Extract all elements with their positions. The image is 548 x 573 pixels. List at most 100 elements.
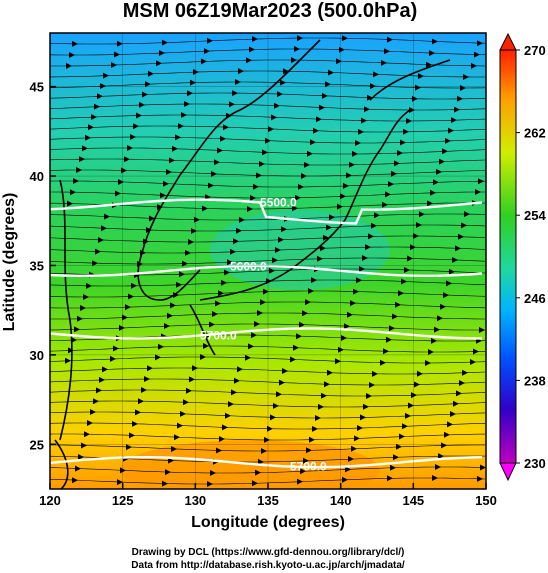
wind-arrow [164, 323, 170, 329]
credit-data: Data from http://database.rish.kyoto-u.a… [131, 560, 405, 571]
wind-arrow [454, 106, 460, 113]
wind-arrow [252, 480, 258, 487]
wind-arrow [433, 179, 439, 186]
wind-arrow [207, 37, 213, 44]
wind-arrow [101, 225, 107, 232]
wind-arrow [219, 436, 225, 442]
wind-arrow [272, 257, 278, 264]
wind-streamline [50, 279, 486, 287]
wind-arrow [411, 392, 417, 399]
wind-arrow [312, 425, 318, 432]
wind-arrow [440, 303, 446, 310]
wind-arrow [381, 59, 387, 66]
wind-arrow [129, 432, 135, 439]
wind-arrow [419, 211, 425, 218]
wind-arrow [340, 193, 346, 200]
wind-arrow [313, 127, 319, 134]
wind-arrow [162, 39, 168, 46]
wind-arrow [477, 40, 483, 47]
wind-arrow [190, 79, 196, 86]
wind-arrow [223, 124, 229, 131]
wind-arrow [336, 58, 342, 65]
wind-arrow [369, 382, 375, 388]
wind-arrow [238, 68, 244, 75]
wind-arrow [395, 301, 401, 308]
wind-arrow [441, 442, 447, 449]
x-tick-label: 120 [39, 493, 61, 508]
wind-arrow [387, 36, 393, 43]
wind-arrow [470, 359, 476, 365]
wind-arrow [94, 103, 100, 110]
height-contour-line [50, 456, 483, 469]
wind-streamline [50, 422, 486, 430]
wind-arrow [227, 259, 233, 266]
wind-arrow [316, 116, 322, 123]
wind-arrow [435, 464, 441, 470]
wind-arrow [182, 260, 188, 267]
wind-arrow [403, 128, 409, 135]
wind-arrow [432, 475, 438, 481]
wind-arrow [148, 70, 154, 77]
wind-arrow [80, 305, 86, 311]
wind-arrow [357, 425, 363, 431]
wind-arrow [113, 345, 119, 352]
wind-arrow [273, 402, 279, 409]
wind-arrow [167, 312, 173, 319]
wind-arrow [208, 182, 214, 189]
wind-arrow [245, 354, 251, 361]
wind-arrow [158, 343, 164, 350]
wind-arrow [351, 445, 357, 452]
wind-arrow [248, 343, 254, 350]
wind-arrow [183, 399, 189, 406]
wind-arrow [303, 457, 309, 464]
wind-arrow [96, 387, 102, 394]
wind-arrow [342, 476, 348, 483]
wind-arrow [136, 112, 142, 119]
wind-arrow [397, 150, 403, 156]
wind-arrow [400, 139, 406, 146]
wind-arrow [409, 107, 415, 113]
coast-honshu [199, 109, 411, 301]
wind-arrow [75, 465, 81, 472]
wind-arrow [473, 348, 479, 355]
wind-arrow [274, 102, 280, 109]
wind-arrow [439, 158, 445, 165]
height-contour-line [50, 198, 483, 225]
wind-arrow [371, 222, 377, 229]
wind-arrow [354, 435, 360, 442]
wind-arrow [67, 200, 73, 207]
wind-arrow [95, 248, 101, 255]
wind-arrow [348, 456, 354, 462]
wind-arrow [405, 412, 411, 419]
wind-arrow [292, 205, 298, 212]
wind-arrow [310, 139, 316, 146]
wind-arrow [361, 117, 367, 124]
wind-arrow [260, 299, 266, 306]
wind-arrow [280, 79, 286, 86]
wind-arrow [364, 106, 370, 113]
wind-arrow [234, 377, 240, 384]
plot-area: 5700.0 5600.0 5500.0 5700.0 [50, 33, 486, 489]
wind-arrow [442, 148, 448, 155]
wind-arrow [124, 156, 130, 163]
wind-arrow [100, 83, 106, 89]
wind-arrow [93, 398, 99, 405]
wind-arrow [338, 346, 344, 353]
x-axis-ticks: 120 125 130 135 140 145 150 [39, 483, 497, 508]
wind-arrow [83, 294, 89, 300]
wind-arrow [448, 127, 454, 134]
coast-korea [137, 174, 201, 301]
wind-arrow [84, 431, 90, 438]
credit-drawing: Drawing by DCL (https://www.gfd-dennou.o… [132, 547, 405, 558]
wind-arrow [261, 448, 267, 454]
x-tick-label: 135 [257, 493, 279, 508]
wind-arrow [353, 288, 359, 295]
wind-arrow [346, 172, 352, 179]
wind-arrow [74, 326, 80, 333]
wind-arrow [415, 84, 421, 91]
y-axis-ticks: 25 30 35 40 45 [30, 80, 56, 452]
wind-arrow [264, 436, 270, 443]
wind-arrow [352, 150, 358, 157]
wind-arrow [323, 234, 329, 241]
wind-arrow [270, 414, 276, 421]
